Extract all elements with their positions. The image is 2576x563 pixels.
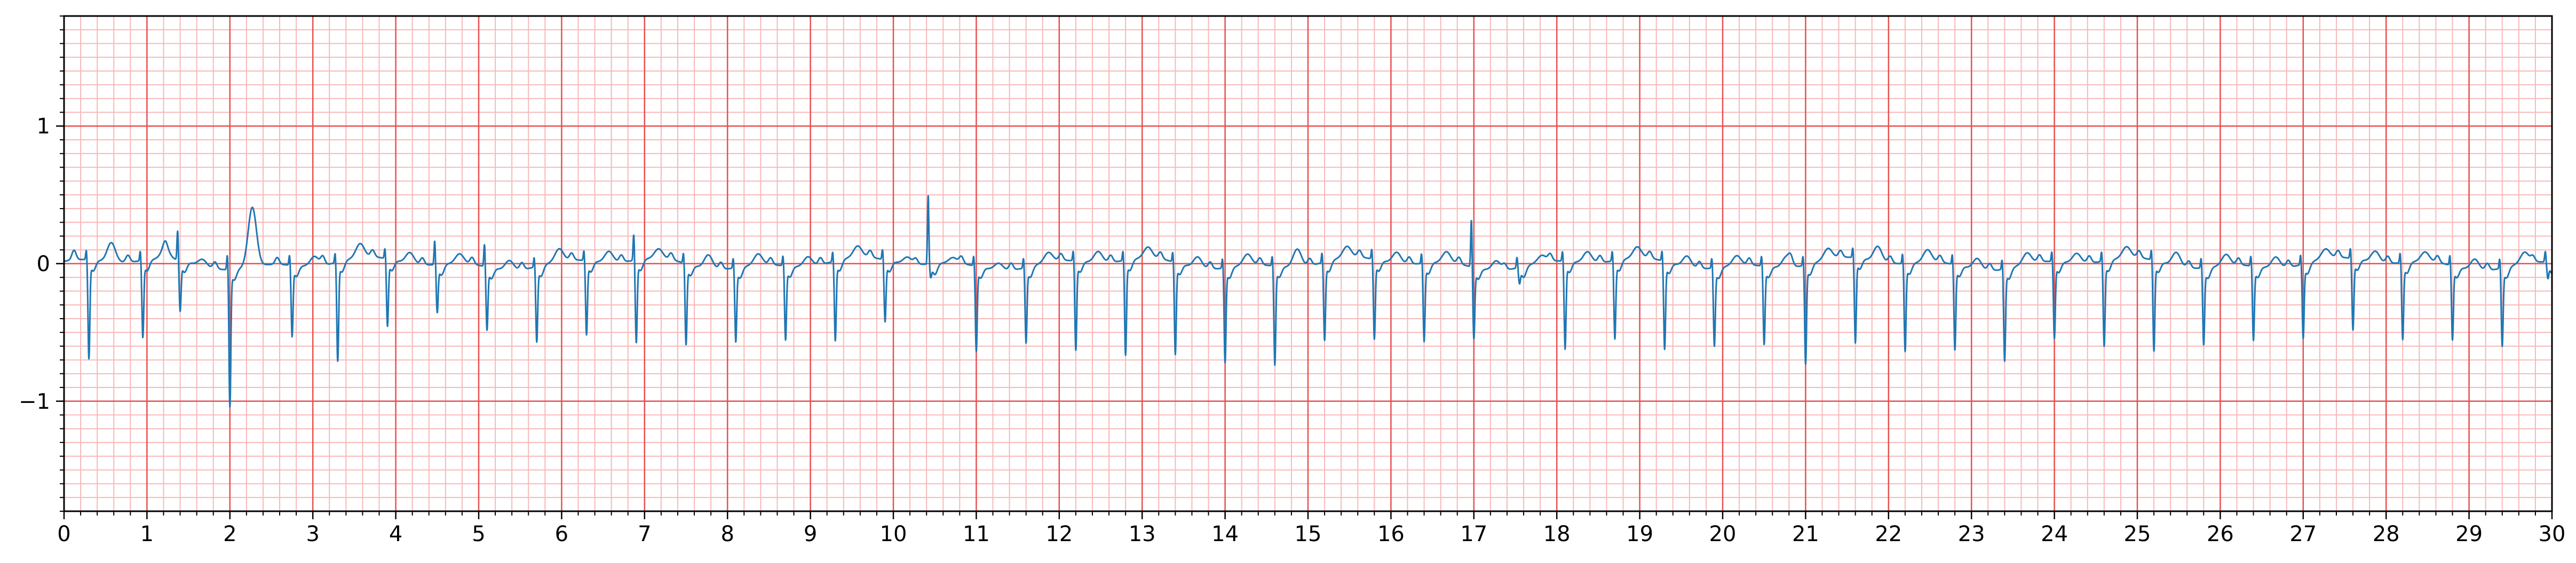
y-tick-label: 0 [37,252,50,276]
x-tick-label: 14 [1211,522,1239,546]
x-tick-label: 16 [1377,522,1405,546]
x-tick-label: 6 [555,522,568,546]
x-tick-label: 21 [1792,522,1819,546]
x-tick-label: 8 [720,522,734,546]
major-grid [63,16,2553,511]
x-axis: 0 1 2 3 4 5 6 7 8 9 10 11 12 13 14 15 16 17 18 19 20 21 22 23 24… [57,511,2565,546]
x-tick-label: 20 [1709,522,1737,546]
x-tick-label: 2 [223,522,236,546]
x-tick-label: 1 [140,522,154,546]
x-tick-label: 7 [638,522,651,546]
x-tick-label: 30 [2539,522,2566,546]
x-tick-label: 26 [2207,522,2234,546]
x-tick-label: 11 [963,522,990,546]
x-tick-label: 15 [1295,522,1322,546]
x-tick-label: 25 [2124,522,2151,546]
y-tick-label: −1 [19,390,50,414]
x-tick-label: 22 [1875,522,1902,546]
x-tick-label: 13 [1129,522,1156,546]
x-tick-label: 5 [472,522,485,546]
ecg-signal-line [63,195,2553,408]
x-tick-label: 27 [2289,522,2317,546]
y-tick-label: 1 [37,114,50,139]
x-tick-label: 12 [1045,522,1073,546]
x-tick-label: 28 [2373,522,2400,546]
x-tick-label: 4 [389,522,402,546]
x-tick-label: 24 [2041,522,2068,546]
x-tick-label: 9 [804,522,817,546]
x-tick-label: 19 [1626,522,1653,546]
x-tick-label: 17 [1460,522,1487,546]
x-tick-label: 3 [306,522,319,546]
x-tick-label: 23 [1958,522,1985,546]
x-tick-label: 29 [2455,522,2483,546]
y-axis: −1 0 1 [19,15,64,512]
x-tick-label: 18 [1543,522,1571,546]
x-tick-label: 0 [57,522,70,546]
x-tick-label: 10 [880,522,907,546]
